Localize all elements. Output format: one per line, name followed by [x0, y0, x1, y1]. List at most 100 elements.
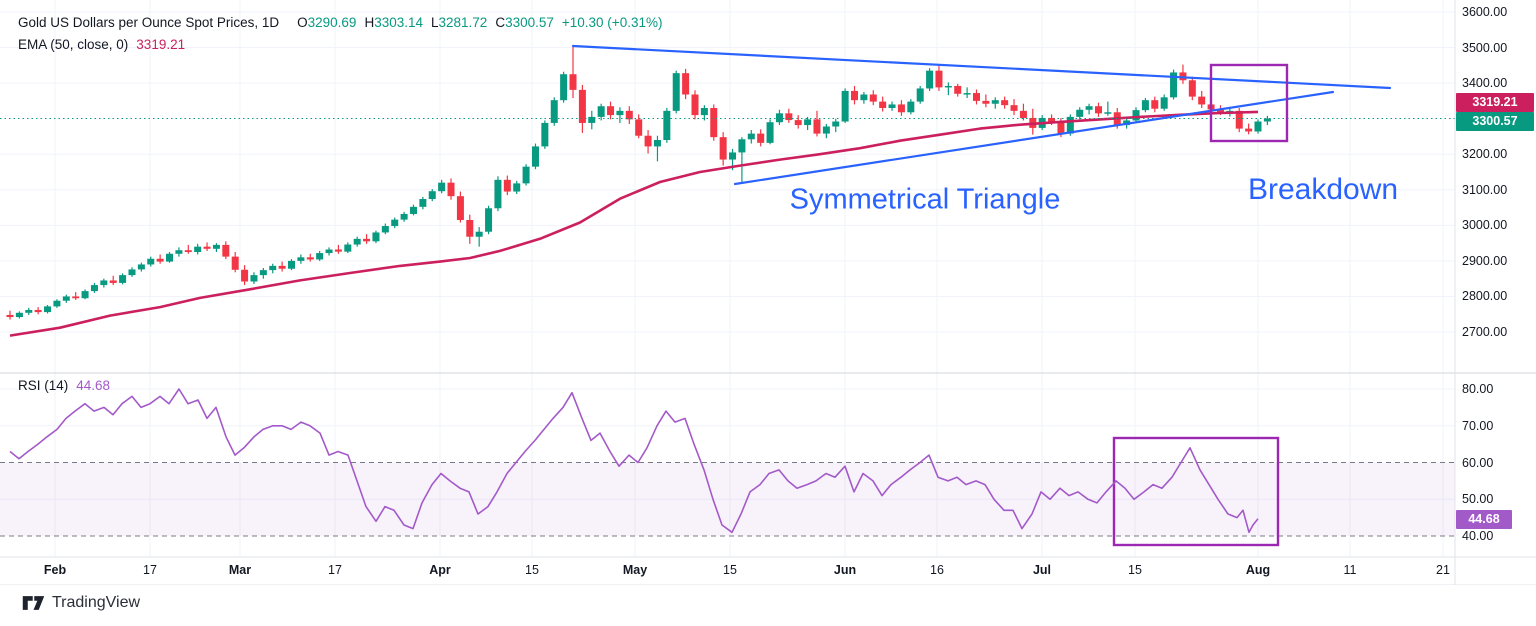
time-axis-label-15: 15 — [525, 563, 539, 577]
symbol-legend[interactable]: Gold US Dollars per Ounce Spot Prices, 1… — [18, 12, 662, 56]
rsi-axis-label: 40.00 — [1462, 529, 1494, 543]
candle-body — [822, 126, 830, 134]
rsi-axis-label: 50.00 — [1462, 492, 1494, 507]
candle-body — [513, 183, 521, 192]
highlight-rect-price[interactable] — [1209, 63, 1289, 143]
candle-body — [832, 121, 840, 127]
price-axis-label: 3200.00 — [1462, 147, 1508, 162]
candle-body — [503, 179, 511, 192]
candle-body — [203, 246, 211, 249]
close-value: 3300.57 — [505, 15, 554, 30]
candle-body — [381, 226, 389, 233]
candle-body — [973, 93, 981, 101]
candle-body — [447, 182, 455, 197]
candle-body — [119, 275, 127, 283]
candle-body — [991, 100, 999, 104]
candle-body — [1057, 122, 1065, 134]
highlight-rect-rsi[interactable] — [1112, 436, 1280, 547]
ema-label: EMA (50, close, 0) — [18, 37, 129, 52]
candle-body — [757, 133, 765, 143]
candle-body — [1019, 110, 1027, 118]
candle-body — [607, 106, 615, 116]
candle-body — [851, 90, 859, 101]
candle-body — [897, 104, 905, 113]
rsi-value: 44.68 — [76, 378, 111, 393]
breakdown-label[interactable]: Breakdown — [1247, 173, 1399, 206]
candle-body — [100, 280, 108, 286]
candle-body — [879, 101, 887, 108]
candle-body — [222, 244, 230, 257]
candle-body — [653, 140, 661, 147]
candle-body — [982, 100, 990, 104]
candle-body — [785, 113, 793, 121]
tradingview-brand[interactable]: TradingView — [22, 593, 140, 613]
rsi-line[interactable] — [9, 388, 1259, 534]
close-label: C — [495, 15, 506, 30]
price-axis-label: 2700.00 — [1462, 325, 1508, 339]
candle-body — [6, 314, 14, 318]
candle-body — [644, 135, 652, 147]
ema-price-badge: 3319.21 — [1456, 92, 1534, 112]
candle-body — [963, 93, 971, 95]
candle-body — [34, 309, 42, 313]
candle-body — [1104, 112, 1112, 114]
candle-body — [663, 110, 671, 140]
candle-body — [794, 120, 802, 126]
candle-body — [672, 73, 680, 111]
low-value: 3281.72 — [438, 15, 488, 30]
candle-body — [700, 108, 708, 116]
rsi-legend[interactable]: RSI (14) 44.68 — [18, 378, 110, 393]
candle-body — [766, 122, 774, 143]
candle-body — [212, 244, 220, 249]
candle-body — [926, 70, 934, 89]
rsi-axis-label: 80.00 — [1462, 382, 1494, 396]
tradingview-logo-icon — [22, 596, 45, 610]
open-value: 3290.69 — [307, 15, 357, 30]
time-axis-label-jul: Jul — [1032, 563, 1052, 577]
price-axis-label: 2900.00 — [1462, 253, 1508, 268]
candle-body — [278, 265, 286, 269]
candle-body — [44, 306, 52, 313]
ema-line[interactable] — [9, 110, 1259, 337]
candle-body — [325, 249, 333, 254]
time-axis-label-16: 16 — [930, 563, 944, 577]
candle-body — [1076, 109, 1084, 117]
candle-body — [166, 253, 174, 262]
price-axis-label: 3600.00 — [1462, 5, 1508, 19]
high-value: 3303.14 — [374, 15, 423, 30]
candle-body — [719, 137, 727, 160]
trendline-upper[interactable] — [571, 44, 1392, 90]
candle-body — [62, 296, 70, 301]
candle-body — [729, 152, 737, 160]
symbol-title: Gold US Dollars per Ounce Spot Prices, 1… — [18, 15, 280, 30]
candle-body — [907, 101, 915, 113]
rsi-label: RSI (14) — [18, 378, 69, 393]
candle-body — [137, 264, 145, 270]
chart-canvas[interactable] — [0, 0, 1536, 585]
candle-body — [1141, 100, 1149, 111]
candle-body — [194, 246, 202, 252]
time-axis-label-apr: Apr — [429, 563, 451, 577]
candle-body — [456, 196, 464, 220]
candle-body — [353, 238, 361, 245]
candle-body — [1216, 109, 1224, 113]
candle-body — [869, 94, 877, 102]
symmetrical-triangle-label[interactable]: Symmetrical Triangle — [789, 183, 1061, 216]
candle-body — [522, 166, 530, 184]
candle-body — [1188, 80, 1196, 97]
candle-body — [560, 74, 568, 101]
time-axis-label-11: 11 — [1343, 563, 1357, 577]
open-label: O — [297, 15, 308, 30]
trendline-lower[interactable] — [733, 90, 1335, 186]
candle-body — [156, 258, 164, 262]
candle-body — [747, 133, 755, 140]
candle-body — [175, 250, 183, 254]
change-value: +10.30 (+0.31%) — [561, 15, 663, 30]
candle-body — [419, 199, 427, 207]
time-axis-label-mar: Mar — [228, 563, 252, 577]
ema-legend-row[interactable]: EMA (50, close, 0) 3319.21 — [18, 34, 662, 56]
candle-body — [775, 113, 783, 123]
candle-body — [184, 250, 192, 252]
candle-body — [494, 179, 502, 209]
